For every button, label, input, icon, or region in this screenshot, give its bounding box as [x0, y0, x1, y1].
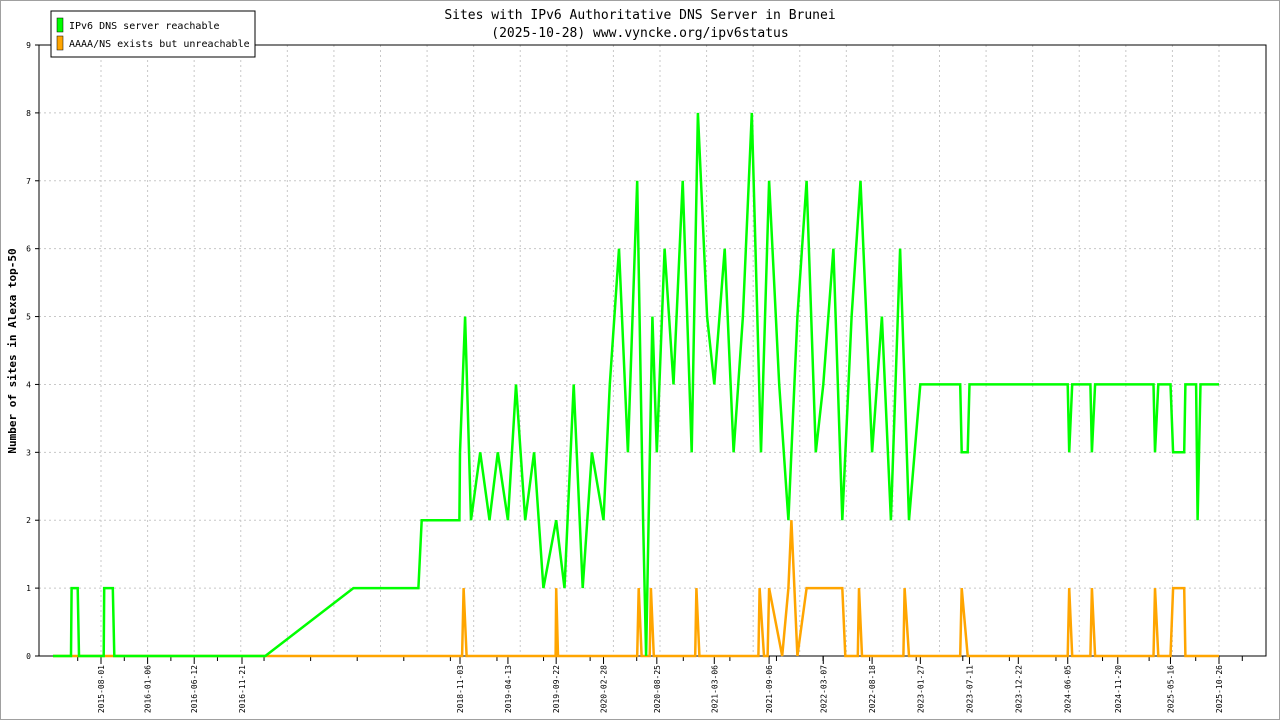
x-tick-label: 2016-11-21 — [238, 665, 247, 713]
legend-box — [50, 10, 256, 58]
y-axis-label: Number of sites in Alexa top-50 — [6, 248, 19, 453]
y-tick-label: 7 — [26, 177, 31, 186]
x-tick-label: 2022-03-07 — [819, 665, 828, 713]
legend-label-reachable: IPv6 DNS server reachable — [69, 21, 220, 32]
chart-subtitle: (2025-10-28) www.vyncke.org/ipv6status — [491, 26, 788, 41]
x-tick-label: 2019-04-13 — [504, 665, 513, 713]
x-tick-label: 2022-08-18 — [868, 665, 877, 713]
y-tick-label: 9 — [26, 41, 31, 50]
x-tick-label: 2015-08-01 — [97, 665, 106, 713]
legend: IPv6 DNS server reachable AAAA/NS exists… — [50, 10, 256, 58]
series-layer — [53, 112, 1219, 658]
series-line-unreachable — [53, 520, 1219, 658]
x-tick-label: 2020-08-25 — [653, 665, 662, 713]
x-tick-label: 2023-07-11 — [965, 665, 974, 713]
x-tick-label: 2021-03-06 — [710, 665, 719, 713]
x-tick-label: 2021-09-06 — [765, 665, 774, 713]
y-tick-label: 0 — [26, 652, 31, 661]
x-tick-label: 2018-11-03 — [456, 665, 465, 713]
x-tick-label: 2024-06-05 — [1064, 665, 1073, 713]
series-line-reachable — [53, 112, 1219, 658]
y-axis: 0 1 2 3 4 5 6 7 8 9 — [26, 41, 39, 661]
y-tick-label: 2 — [26, 516, 31, 525]
y-tick-label: 4 — [26, 380, 31, 389]
x-tick-label: 2024-11-20 — [1114, 665, 1123, 713]
x-tick-label: 2023-01-27 — [916, 665, 925, 713]
y-tick-label: 8 — [26, 109, 31, 118]
chart-title: Sites with IPv6 Authoritative DNS Server… — [444, 8, 835, 23]
y-tick-label: 5 — [26, 313, 31, 322]
x-axis: 2015-08-01 2016-01-06 2016-06-12 2016-11-21… — [77, 656, 1243, 713]
legend-label-unreachable: AAAA/NS exists but unreachable — [69, 39, 250, 50]
x-tick-label: 2025-05-16 — [1166, 665, 1175, 713]
y-tick-label: 3 — [26, 448, 31, 457]
x-tick-label: 2025-10-26 — [1215, 665, 1224, 713]
x-tick-label: 2016-01-06 — [144, 665, 153, 713]
legend-swatch-reachable — [56, 17, 64, 33]
x-tick-label: 2023-12-22 — [1014, 665, 1023, 713]
x-tick-label: 2016-06-12 — [190, 665, 199, 713]
y-tick-label: 1 — [26, 584, 31, 593]
x-tick-label: 2020-02-28 — [600, 665, 609, 713]
plot-area — [38, 44, 1267, 657]
legend-swatch-unreachable — [56, 35, 64, 51]
y-tick-label: 6 — [26, 245, 31, 254]
x-tick-label: 2019-09-22 — [552, 665, 561, 713]
